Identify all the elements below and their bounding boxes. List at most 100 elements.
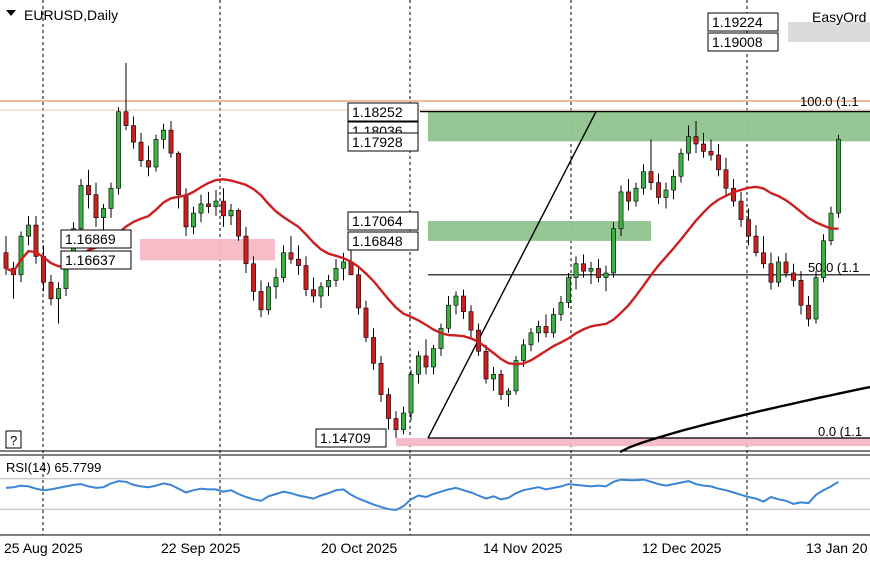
fib-level-label: 50.0 (1.1 — [808, 260, 859, 275]
candle-bull — [671, 175, 676, 191]
zone-rect — [140, 238, 275, 261]
candle-bull — [536, 326, 541, 334]
candle-bull — [273, 277, 279, 288]
candle-bull — [813, 277, 819, 320]
candle-bull — [618, 191, 624, 230]
candle-bear — [221, 200, 226, 217]
price-label: 1.16869 — [65, 231, 116, 247]
price-label-box — [60, 229, 132, 249]
candle-bull — [573, 263, 579, 278]
candle-bear — [168, 129, 174, 154]
candle-layer — [3, 62, 841, 438]
candle-bear — [33, 224, 39, 257]
x-tick-label: 12 Dec 2025 — [642, 540, 722, 556]
candle-bear — [236, 210, 241, 237]
candle-bull — [678, 152, 684, 177]
candle-bull — [333, 268, 339, 281]
candle-bull — [566, 277, 571, 303]
candle-bear — [206, 203, 211, 207]
zone-layer — [140, 22, 870, 447]
line-layer — [0, 100, 870, 439]
candle-bear — [596, 268, 601, 278]
candle-bull — [228, 210, 234, 217]
ma-layer — [5, 178, 870, 454]
fib-level-label: 0.0 (1.1 — [818, 424, 862, 439]
help-button[interactable] — [5, 430, 22, 449]
help-button-label: ? — [10, 433, 17, 448]
candle-bear — [93, 194, 99, 218]
candle-bull — [776, 261, 781, 283]
candle-bear — [648, 171, 654, 183]
candle-bear — [386, 394, 391, 419]
candle-bear — [183, 194, 189, 228]
candle-bear — [461, 295, 466, 312]
candle-bear — [581, 263, 586, 272]
candle-bull — [491, 374, 496, 380]
x-tick-label: 25 Aug 2025 — [4, 540, 83, 556]
candle-bull — [521, 344, 526, 361]
candle-bear — [656, 182, 661, 198]
zone-rect — [788, 22, 870, 42]
candle-bear — [41, 256, 46, 283]
candle-bear — [138, 141, 144, 161]
candle-bear — [393, 418, 399, 430]
candle-bear — [48, 281, 54, 300]
candle-bear — [498, 374, 504, 395]
candle-bull — [56, 288, 61, 300]
candle-bear — [356, 274, 361, 309]
x-tick-label: 20 Oct 2025 — [321, 540, 397, 556]
candle-bull — [633, 187, 639, 202]
x-tick-label: 14 Nov 2025 — [483, 540, 563, 556]
candle-bull — [663, 189, 669, 198]
chart-symbol-title: EURUSD,Daily — [24, 7, 118, 23]
candle-bear — [468, 311, 474, 331]
price-label: 1.17064 — [352, 213, 403, 229]
candle-bear — [738, 200, 744, 220]
candle-bull — [641, 171, 646, 189]
candle-bull — [453, 295, 459, 306]
price-label-box — [707, 32, 779, 52]
triangle-down-icon[interactable] — [6, 10, 16, 16]
candle-bear — [176, 152, 181, 195]
candle-bull — [318, 286, 324, 297]
candle-bull — [506, 390, 511, 395]
price-label: 1.14709 — [320, 430, 371, 446]
candle-bull — [198, 203, 204, 214]
candle-bear — [378, 362, 384, 395]
candle-bear — [806, 304, 811, 320]
candle-bull — [108, 187, 114, 209]
candle-bull — [191, 212, 196, 228]
candle-bear — [543, 326, 549, 334]
fib-trendline — [427, 111, 597, 439]
moving-average-line — [5, 178, 839, 366]
zone-rect — [428, 111, 870, 142]
candle-bear — [131, 125, 136, 143]
candle-bear — [716, 154, 721, 171]
price-label: 1.17928 — [352, 134, 403, 150]
candle-bear — [701, 143, 706, 152]
candle-bear — [723, 169, 729, 189]
candle-bull — [431, 348, 436, 368]
candle-bull — [611, 228, 616, 274]
candle-bull — [281, 252, 286, 278]
candle-bull — [836, 139, 841, 214]
candle-bear — [296, 258, 301, 266]
x-tick-label: 22 Sep 2025 — [161, 540, 241, 556]
zone-rect — [396, 438, 870, 447]
candle-bull — [528, 332, 534, 346]
candle-bear — [693, 136, 699, 145]
candle-bull — [686, 136, 691, 154]
candle-bull — [438, 327, 444, 349]
easy-order-label[interactable]: EasyOrd — [812, 9, 866, 25]
candle-bear — [243, 235, 249, 265]
candle-bear — [363, 307, 369, 338]
rsi-title: RSI(14) 65.7799 — [6, 460, 101, 475]
candle-bull — [513, 360, 519, 392]
candle-bull — [603, 272, 609, 278]
candle-bear — [791, 272, 796, 281]
price-label-box — [60, 250, 132, 270]
price-label: 1.18252 — [352, 104, 403, 120]
candle-bull — [161, 129, 166, 140]
